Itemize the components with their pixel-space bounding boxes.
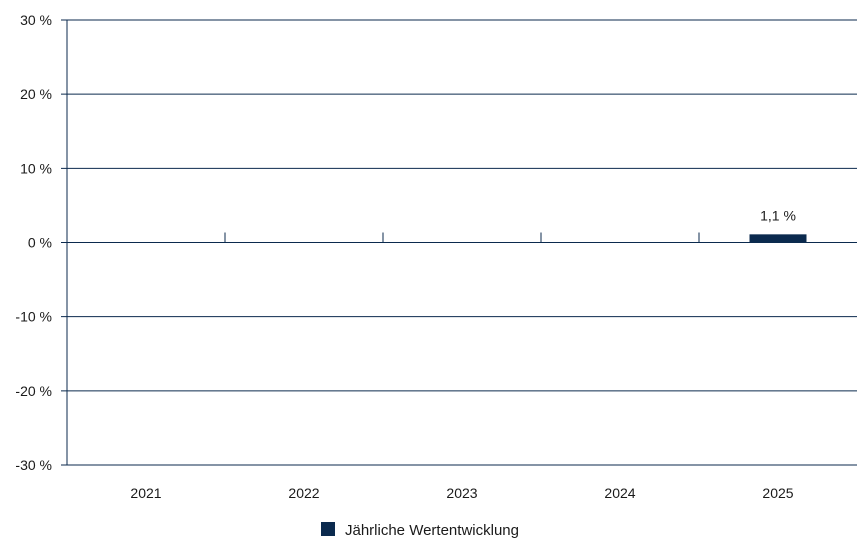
y-tick-label: -20 % [15,383,52,399]
x-tick-label: 2022 [288,485,319,501]
y-tick-label: 10 % [20,160,52,176]
x-tick-label: 2024 [604,485,635,501]
y-tick-label: -30 % [15,457,52,473]
y-tick-label: -10 % [15,309,52,325]
y-tick-label: 30 % [20,12,52,28]
legend-swatch [321,522,335,536]
axes [66,20,700,465]
x-tick-label: 2023 [446,485,477,501]
legend: Jährliche Wertentwicklung [321,522,519,539]
y-tick-label: 0 % [28,235,52,251]
legend-label: Jährliche Wertentwicklung [345,522,519,539]
bar-data-label: 1,1 % [760,207,796,223]
bar-2025 [749,234,807,243]
y-tick-label: 20 % [20,86,52,102]
x-tick-label: 2021 [130,485,161,501]
labels: 30 % 20 % 10 % 0 % -10 % -20 % -30 % 2021 2022 20… [15,12,795,501]
x-tick-label: 2025 [762,485,793,501]
bars [749,234,807,243]
gridlines [61,19,857,466]
